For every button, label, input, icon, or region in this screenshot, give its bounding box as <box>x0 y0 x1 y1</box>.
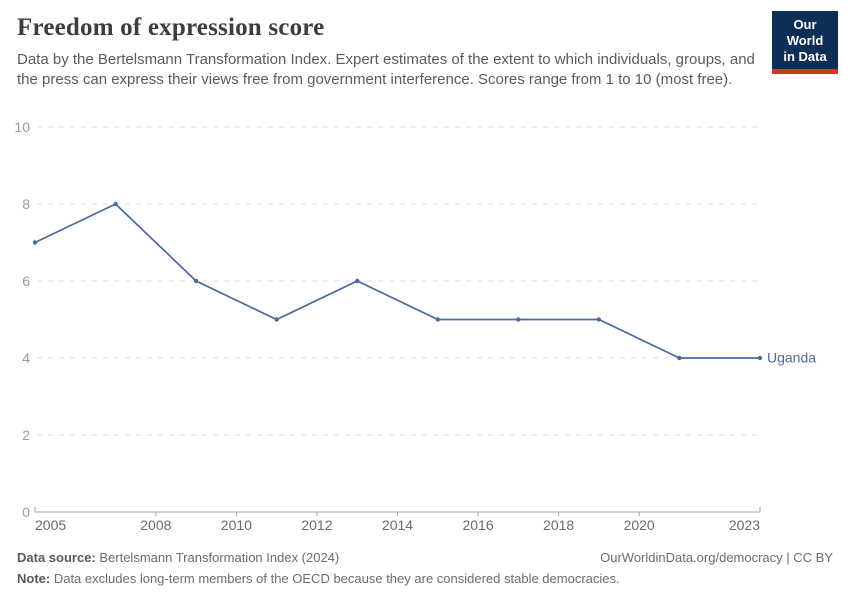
data-point <box>32 240 38 245</box>
series-line <box>34 202 760 359</box>
data-point <box>516 317 521 322</box>
x-axis-tick-label: 2008 <box>140 517 171 533</box>
x-axis-tick-label: 2016 <box>462 517 493 533</box>
y-axis-tick-label: 8 <box>22 196 30 212</box>
owid-logo-line1: Our World <box>786 17 824 48</box>
y-axis-tick-label: 4 <box>22 350 30 366</box>
y-axis-tick-label: 10 <box>14 119 30 135</box>
chart-subtitle: Data by the Bertelsmann Transformation I… <box>17 51 755 88</box>
x-axis-tick-label: 2005 <box>35 517 66 533</box>
series-label: Uganda <box>767 350 816 366</box>
y-axis-tick-label: 2 <box>22 427 30 443</box>
note-label: Note: <box>17 571 51 586</box>
page-title: Freedom of expression score <box>17 14 325 41</box>
data-point <box>435 317 440 322</box>
x-axis-tick-label: 2018 <box>543 517 574 533</box>
data-source-text: Data source: Bertelsmann Transformation … <box>17 550 339 565</box>
owid-cc-link[interactable]: OurWorldinData.org/democracy | CC BY <box>600 550 833 565</box>
data-point <box>113 201 118 207</box>
owid-logo: Our World in Data <box>772 11 838 74</box>
footer-source-row: Data source: Bertelsmann Transformation … <box>17 550 833 565</box>
data-point <box>355 278 360 284</box>
note-value: Data excludes long-term members of the O… <box>50 571 620 586</box>
x-axis-tick-label: 2014 <box>382 517 413 533</box>
data-source-value: Bertelsmann Transformation Index (2024) <box>95 550 340 565</box>
data-point <box>193 278 199 284</box>
data-point <box>677 355 682 361</box>
data-point <box>596 317 602 322</box>
x-axis-tick-label: 2012 <box>301 517 332 533</box>
data-point <box>757 355 763 361</box>
owid-logo-line2: in Data <box>783 49 827 64</box>
data-source-label: Data source: <box>17 550 96 565</box>
x-axis-tick-label: 2010 <box>221 517 252 533</box>
data-point <box>274 317 279 322</box>
footer-note-row: Note: Data excludes long-term members of… <box>17 571 833 586</box>
x-axis-tick-label: 2020 <box>624 517 655 533</box>
y-axis-tick-label: 6 <box>22 273 30 289</box>
x-axis-tick-label: 2023 <box>729 517 760 533</box>
y-axis-tick-label: 0 <box>22 504 30 520</box>
